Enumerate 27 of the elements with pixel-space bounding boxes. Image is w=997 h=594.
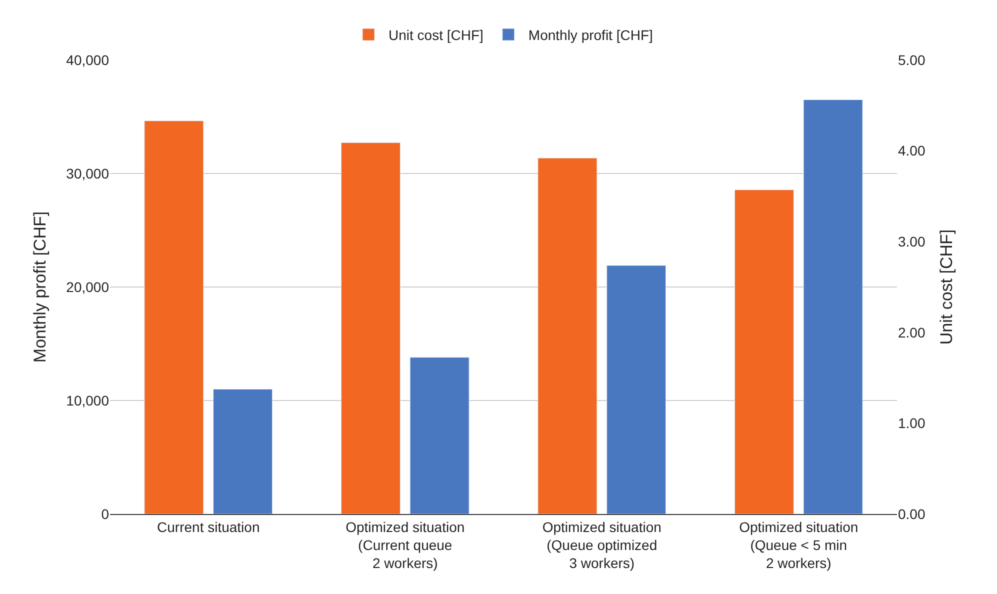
y-tick-label: 10,000 [66, 392, 110, 408]
y2-tick-label: 2.00 [898, 324, 926, 340]
y-tick-label: 0 [101, 506, 110, 522]
bar [734, 190, 794, 514]
y-tick-label: 30,000 [66, 165, 110, 182]
x-tick-label: Optimized situation (Queue < 5 min 2 workers) [739, 518, 858, 572]
y-tick-label: 40,000 [66, 52, 110, 68]
bar [144, 120, 204, 514]
legend-label: Monthly profit [CHF] [528, 26, 653, 43]
x-tick-label: Current situation [157, 518, 260, 535]
y2-tick-label: 3.00 [898, 234, 926, 250]
bar [606, 265, 666, 514]
y-tick-label: 20,000 [66, 278, 110, 295]
x-tick-label: Optimized situation (Queue optimized 3 workers) [542, 518, 662, 572]
bar [803, 99, 863, 514]
y2-tick-label: 5.00 [898, 52, 926, 68]
legend-label: Unit cost [CHF] [388, 26, 484, 43]
bar [410, 357, 470, 514]
y2-tick-label: 0.00 [898, 506, 926, 522]
bar [340, 142, 400, 514]
y-axis-title: Monthly profit [CHF] [30, 211, 50, 363]
x-tick-label: Optimized situation (Current queue 2 workers) [346, 518, 465, 572]
bar [213, 388, 273, 514]
y2-tick-label: 4.00 [898, 142, 926, 159]
bar [538, 158, 598, 514]
y2-axis-title: Unit cost [CHF] [936, 229, 956, 345]
y2-tick-label: 1.00 [898, 415, 926, 432]
